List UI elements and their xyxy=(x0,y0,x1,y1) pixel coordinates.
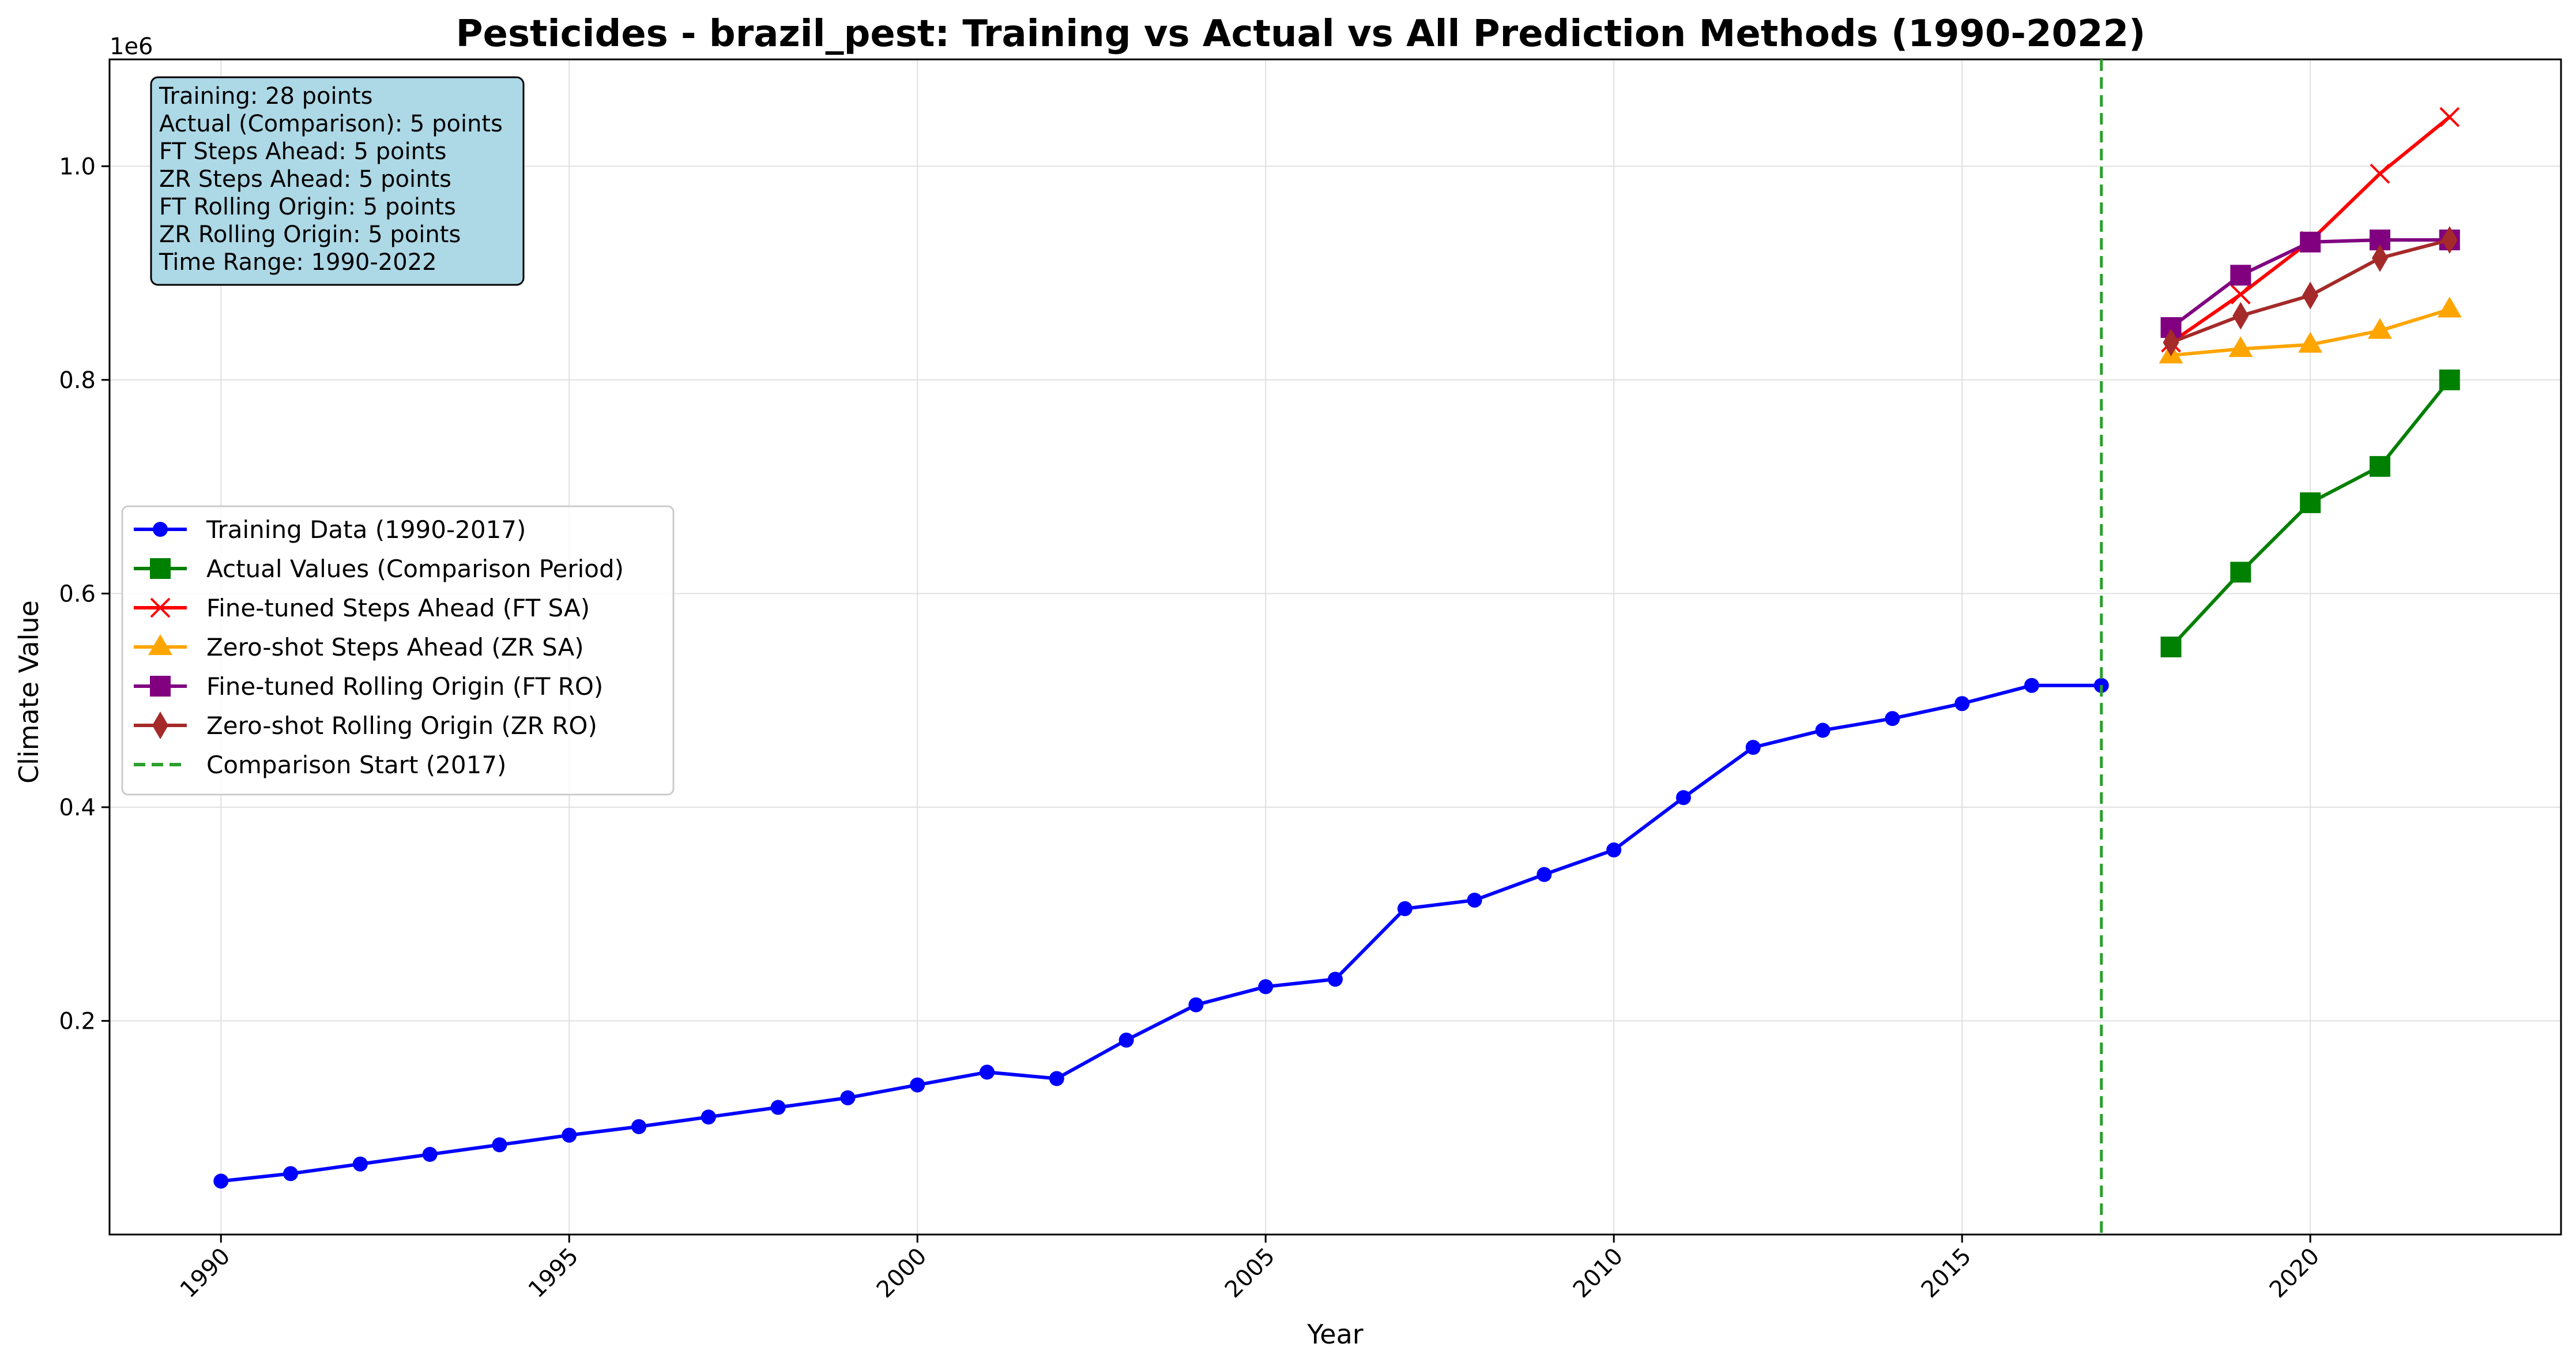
data-point xyxy=(492,1137,507,1153)
data-point xyxy=(1397,901,1413,916)
data-point xyxy=(2371,244,2388,272)
data-point xyxy=(2300,231,2321,253)
y-offset-label: 1e6 xyxy=(110,33,153,60)
legend-entry-actual-values-comparison-period: Actual Values (Comparison Period) xyxy=(134,555,624,583)
legend-frame xyxy=(121,505,675,796)
data-point xyxy=(2298,332,2323,353)
data-point xyxy=(283,1166,299,1181)
data-point xyxy=(701,1109,716,1125)
series-zero-shot-steps-ahead-zr-sa xyxy=(2159,296,2462,364)
series-line xyxy=(219,683,2103,1183)
data-point xyxy=(153,522,168,537)
data-point xyxy=(1118,1032,1134,1048)
legend-entry-fine-tuned-steps-ahead-ft-sa: Fine-tuned Steps Ahead (FT SA) xyxy=(134,594,590,622)
data-point xyxy=(150,676,171,697)
legend-label: Zero-shot Steps Ahead (ZR SA) xyxy=(206,633,584,661)
info-box-frame xyxy=(150,76,525,286)
data-point xyxy=(1258,979,1274,995)
data-point xyxy=(1049,1071,1064,1086)
legend-label: Actual Values (Comparison Period) xyxy=(206,555,624,583)
data-point xyxy=(2367,318,2392,339)
chart-title: Pesticides - brazil_pest: Training vs Ac… xyxy=(456,13,2146,55)
x-axis-label: Year xyxy=(1306,1319,1363,1350)
grid xyxy=(110,59,2561,1235)
legend-entry-comparison-start-2017: Comparison Start (2017) xyxy=(134,751,506,779)
data-point xyxy=(980,1064,995,1080)
data-point xyxy=(422,1147,438,1162)
data-point xyxy=(1745,740,1761,755)
data-point xyxy=(2302,281,2319,310)
data-point xyxy=(1675,790,1691,806)
data-point xyxy=(2437,296,2462,318)
data-point xyxy=(1885,711,1900,727)
series-training-data-1990-2017 xyxy=(213,678,2109,1189)
plot-area xyxy=(213,59,2462,1235)
data-point xyxy=(2370,163,2390,184)
data-point xyxy=(1328,972,1343,987)
data-point xyxy=(910,1077,925,1093)
data-point xyxy=(2439,369,2460,390)
y-tick-label: 0.4 xyxy=(59,795,96,821)
data-point xyxy=(2163,328,2179,356)
y-axis-label: Climate Value xyxy=(13,600,44,784)
data-point xyxy=(840,1090,856,1105)
info-box-line: ZR Rolling Origin: 5 points xyxy=(159,221,461,248)
data-point xyxy=(150,558,171,579)
data-point xyxy=(2369,456,2390,477)
data-point xyxy=(148,634,172,655)
legend-entry-training-data-1990-2017: Training Data (1990-2017) xyxy=(134,515,526,544)
series-actual-values-comparison-period xyxy=(2160,369,2460,657)
info-box-line: Actual (Comparison): 5 points xyxy=(159,111,503,137)
legend-label: Comparison Start (2017) xyxy=(206,751,506,779)
data-point xyxy=(1467,893,1482,908)
data-point xyxy=(2160,637,2182,657)
y-tick-label: 0.8 xyxy=(59,367,96,394)
plot-frame xyxy=(108,58,2562,1236)
info-box-line: FT Rolling Origin: 5 points xyxy=(159,194,456,220)
data-point xyxy=(2439,107,2460,127)
legend-entry-zero-shot-steps-ahead-zr-sa: Zero-shot Steps Ahead (ZR SA) xyxy=(134,633,584,661)
data-point xyxy=(352,1156,368,1172)
legend-label: Training Data (1990-2017) xyxy=(206,515,526,544)
data-point xyxy=(1954,696,1970,712)
data-point xyxy=(213,1173,229,1189)
data-point xyxy=(2228,336,2253,358)
series-zero-shot-rolling-origin-zr-ro xyxy=(2163,226,2458,356)
data-point xyxy=(770,1100,786,1115)
y-tick-label: 1.0 xyxy=(59,153,96,180)
info-box-line: ZR Steps Ahead: 5 points xyxy=(159,166,451,193)
data-point xyxy=(1536,867,1552,882)
info-box-line: Training: 28 points xyxy=(159,83,373,110)
data-point xyxy=(2230,562,2251,583)
info-box-line: Time Range: 1990-2022 xyxy=(159,249,437,276)
legend-label: Fine-tuned Steps Ahead (FT SA) xyxy=(206,594,590,622)
info-box-line: FT Steps Ahead: 5 points xyxy=(159,138,447,165)
data-point xyxy=(2024,678,2039,693)
legend-label: Zero-shot Rolling Origin (ZR RO) xyxy=(206,712,597,740)
data-point xyxy=(1815,722,1831,738)
data-point xyxy=(2441,226,2458,254)
data-point xyxy=(2230,284,2251,305)
data-point xyxy=(1188,997,1204,1013)
data-point xyxy=(1606,842,1622,858)
data-point xyxy=(152,712,168,739)
legend: Training Data (1990-2017) Actual Values (… xyxy=(121,505,675,796)
data-point xyxy=(2232,302,2249,330)
legend-label: Fine-tuned Rolling Origin (FT RO) xyxy=(206,672,603,701)
data-point xyxy=(2300,492,2321,513)
y-tick-label: 0.6 xyxy=(59,581,96,607)
data-point xyxy=(562,1127,577,1143)
legend-entry-zero-shot-rolling-origin-zr-ro: Zero-shot Rolling Origin (ZR RO) xyxy=(134,712,597,740)
data-point xyxy=(150,597,171,618)
y-tick-label: 0.2 xyxy=(59,1008,96,1034)
data-point xyxy=(631,1119,647,1134)
data-point xyxy=(2230,265,2251,286)
legend-entry-fine-tuned-rolling-origin-ft-ro: Fine-tuned Rolling Origin (FT RO) xyxy=(134,672,603,701)
